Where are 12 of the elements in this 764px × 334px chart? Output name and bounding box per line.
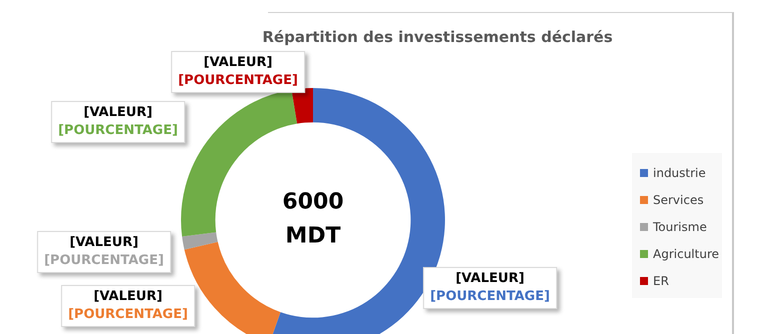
legend-label: industrie: [653, 166, 706, 180]
legend-label: Agriculture: [653, 246, 719, 260]
legend-label: ER: [653, 274, 669, 288]
data-label: [VALEUR] [POURCENTAGE]: [58, 104, 178, 140]
text: 6000 MDT: [282, 190, 344, 249]
legend-label: Services: [653, 192, 704, 206]
data-label: [VALEUR] [POURCENTAGE]: [430, 270, 550, 306]
data-label: [VALEUR] [POURCENTAGE]: [44, 234, 164, 270]
data-label: [VALEUR] [POURCENTAGE]: [178, 54, 298, 90]
legend-label: Tourisme: [653, 220, 707, 234]
data-label: [VALEUR] [POURCENTAGE]: [68, 288, 188, 324]
chart-title: Répartition des investissements déclarés: [261, 28, 614, 46]
